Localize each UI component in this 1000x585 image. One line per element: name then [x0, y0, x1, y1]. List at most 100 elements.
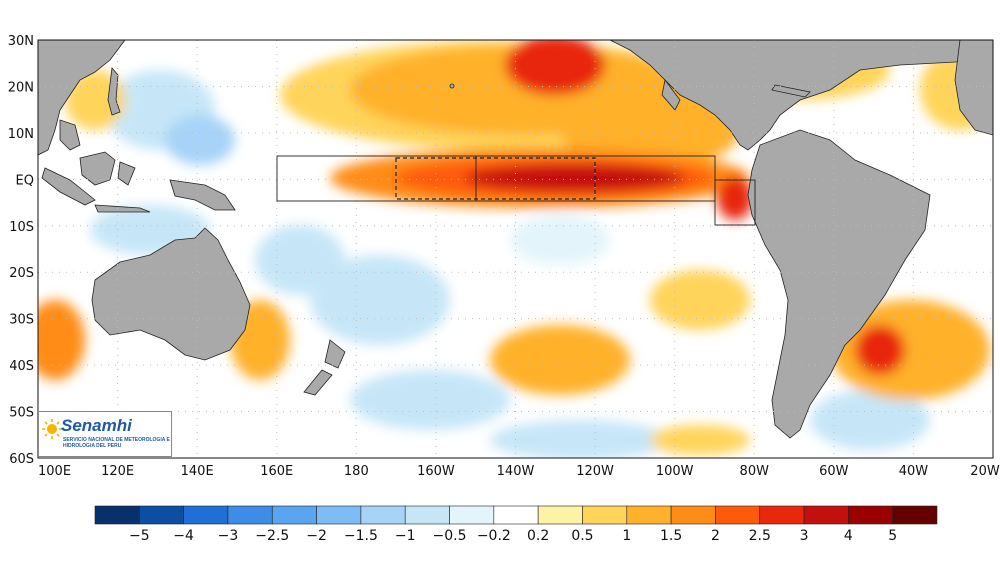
colorbar-swatch	[670, 505, 716, 525]
warm-anomaly	[650, 270, 750, 330]
colorbar-label: −2	[306, 528, 327, 544]
colorbar-swatch	[449, 505, 495, 525]
warm-anomaly	[855, 325, 905, 375]
colorbar: −5 −4 −3 −2.5 −2 −1.5 −1 −0.5 −0.2 0.2 0.5 1 1.5 2 2.5…	[94, 505, 938, 544]
new-zealand-north-island	[324, 339, 346, 369]
warm-anomaly	[830, 300, 990, 400]
x-tick-label: 40W	[899, 464, 929, 479]
y-tick-label: 30S	[9, 313, 34, 328]
colorbar-swatch	[183, 505, 229, 525]
colorbar-swatch	[493, 505, 539, 525]
colorbar-swatch	[227, 505, 273, 525]
colorbar-label: −3	[218, 528, 239, 544]
colorbar-label: −4	[173, 528, 194, 544]
y-tick-label: 50S	[9, 406, 34, 421]
cool-anomaly	[510, 215, 610, 265]
colorbar-swatch	[759, 505, 805, 525]
warm-anomaly	[717, 176, 753, 220]
australia-landmass	[91, 227, 251, 361]
new-zealand-south-island	[303, 369, 333, 396]
africa-edge	[954, 40, 993, 136]
senamhi-logo: Senamhi SERVICIO NACIONAL DE METEOROLOGI…	[38, 411, 172, 457]
colorbar-swatch	[626, 505, 672, 525]
colorbar-label: −2.5	[255, 528, 289, 544]
x-axis-ticks: 100E 120E 140E 160E 180 160W 140W 120W 100W 80W 60…	[38, 464, 1000, 479]
nino-region-box-dashed	[395, 157, 596, 200]
colorbar-swatch	[360, 505, 406, 525]
x-tick-label: 140E	[181, 464, 214, 479]
colorbar-label: 0.2	[527, 528, 549, 544]
x-tick-label: 20W	[970, 464, 1000, 479]
cool-anomaly	[255, 225, 345, 295]
x-tick-label: 60W	[819, 464, 849, 479]
warm-anomaly	[505, 40, 605, 95]
colorbar-label: 1	[622, 528, 631, 544]
colorbar-label: −1.5	[344, 528, 378, 544]
warm-anomaly	[38, 300, 85, 380]
land-masses	[38, 40, 993, 439]
x-tick-label: 160E	[260, 464, 293, 479]
colorbar-label: 1.5	[660, 528, 682, 544]
nino-region-box-outer	[276, 155, 716, 202]
colorbar-label: 5	[888, 528, 897, 544]
colorbar-swatch	[892, 505, 938, 525]
y-axis-ticks: 30N 20N 10N EQ 10S 20S 30S 40S 50S 60S	[8, 34, 34, 467]
x-tick-label: 100W	[656, 464, 694, 479]
logo-subtitle: SERVICIO NACIONAL DE METEOROLOGIA E HIDR…	[63, 437, 170, 449]
colorbar-label: 4	[844, 528, 853, 544]
y-tick-label: 40S	[9, 359, 34, 374]
x-tick-label: 180	[344, 464, 369, 479]
y-tick-label: 20S	[9, 266, 34, 281]
warm-anomaly	[490, 325, 630, 395]
borneo-landmass	[79, 151, 116, 186]
indochina-landmass	[59, 119, 81, 151]
south-america-landmass	[747, 129, 931, 439]
colorbar-label: 2	[711, 528, 720, 544]
x-tick-label: 160W	[417, 464, 455, 479]
cool-anomaly	[490, 420, 670, 458]
colorbar-label: 0.5	[571, 528, 593, 544]
x-tick-label: 80W	[740, 464, 770, 479]
new-guinea-landmass	[169, 179, 236, 211]
colorbar-label: −5	[129, 528, 150, 544]
warm-anomaly	[650, 425, 750, 455]
y-tick-label: 60S	[9, 452, 34, 467]
caribbean-islands	[771, 84, 811, 98]
colorbar-swatch	[537, 505, 583, 525]
colorbar-swatch	[139, 505, 184, 525]
colorbar-swatch	[715, 505, 761, 525]
java-landmass	[94, 204, 151, 213]
colorbar-label: 2.5	[749, 528, 771, 544]
colorbar-swatch	[404, 505, 450, 525]
plot-frame	[37, 39, 994, 459]
logo-name: Senamhi	[61, 416, 132, 435]
nino-regions	[276, 155, 756, 226]
x-tick-label: 100E	[38, 464, 71, 479]
cool-anomaly	[310, 255, 450, 345]
sun-icon	[42, 419, 62, 439]
cool-anomaly	[350, 370, 510, 430]
colorbar-label: −0.2	[477, 528, 511, 544]
colorbar-label: −0.5	[433, 528, 467, 544]
asia-landmass	[38, 40, 126, 156]
x-tick-label: 140W	[497, 464, 535, 479]
y-tick-label: EQ	[16, 173, 34, 188]
colorbar-label: 3	[800, 528, 809, 544]
colorbar-swatch	[94, 505, 140, 525]
colorbar-swatch	[582, 505, 628, 525]
cool-anomaly	[810, 390, 930, 450]
x-tick-label: 120E	[101, 464, 134, 479]
y-tick-label: 10S	[9, 220, 34, 235]
warm-anomaly	[465, 164, 685, 192]
x-tick-label: 120W	[576, 464, 614, 479]
y-tick-label: 10N	[8, 127, 34, 142]
plot-area	[38, 40, 993, 458]
colorbar-swatch	[848, 505, 893, 525]
colorbar-swatch	[316, 505, 362, 525]
colorbar-swatch	[271, 505, 317, 525]
sumatra-landmass	[41, 167, 96, 206]
y-tick-label: 20N	[8, 80, 34, 95]
cool-anomaly	[165, 115, 235, 165]
